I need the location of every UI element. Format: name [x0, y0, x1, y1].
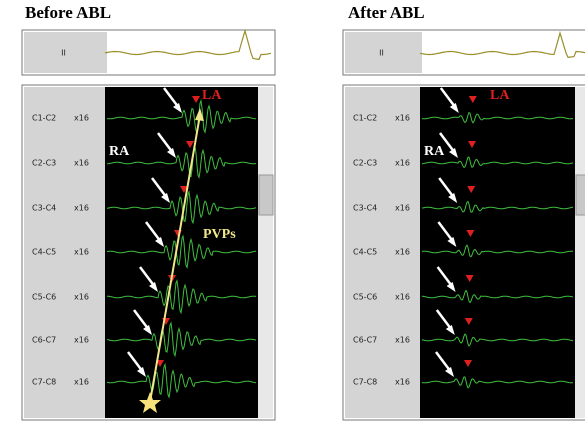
ra-label: RA — [109, 144, 130, 159]
channel-gain: x16 — [395, 336, 410, 345]
channel-gain: x16 — [395, 204, 410, 213]
panel-title: Before ABL — [25, 3, 111, 22]
pvps-label: PVPs — [203, 227, 236, 242]
channel-name: C7-C8 — [32, 378, 56, 387]
scroll-thumb — [576, 175, 585, 215]
channel-name: C4-C5 — [32, 248, 56, 257]
channel-gain: x16 — [74, 378, 89, 387]
channel-name: C6-C7 — [353, 336, 377, 345]
scrollbar — [258, 87, 273, 418]
channel-gain: x16 — [395, 114, 410, 123]
channel-name: C5-C6 — [353, 293, 377, 302]
lead-label: II — [61, 49, 66, 58]
channel-gain: x16 — [395, 159, 410, 168]
panel-title: After ABL — [348, 3, 425, 22]
channel-name: C5-C6 — [32, 293, 56, 302]
channel-gain: x16 — [395, 248, 410, 257]
channel-name: C3-C4 — [32, 204, 56, 213]
channel-name: C4-C5 — [353, 248, 377, 257]
scroll-thumb — [259, 175, 273, 215]
channel-gain: x16 — [74, 293, 89, 302]
plot-bg — [105, 87, 258, 418]
channel-gain: x16 — [395, 378, 410, 387]
lead-label: II — [379, 49, 384, 58]
figure: Before ABL II C1-C2 x16 C2-C3 x16 C3-C4 x16 C4-C… — [0, 0, 585, 425]
scrollbar — [575, 87, 585, 418]
channel-name: C2-C3 — [32, 159, 56, 168]
channel-gain: x16 — [74, 114, 89, 123]
channel-gain: x16 — [74, 159, 89, 168]
ra-label: RA — [424, 144, 445, 159]
channel-name: C7-C8 — [353, 378, 377, 387]
channel-name: C2-C3 — [353, 159, 377, 168]
channel-name: C1-C2 — [32, 114, 56, 123]
channel-gain: x16 — [74, 204, 89, 213]
channel-gain: x16 — [395, 293, 410, 302]
channel-name: C1-C2 — [353, 114, 377, 123]
la-label: LA — [490, 88, 510, 103]
channel-gain: x16 — [74, 248, 89, 257]
channel-gain: x16 — [74, 336, 89, 345]
la-label: LA — [202, 88, 222, 103]
channel-name: C6-C7 — [32, 336, 56, 345]
channel-name: C3-C4 — [353, 204, 377, 213]
